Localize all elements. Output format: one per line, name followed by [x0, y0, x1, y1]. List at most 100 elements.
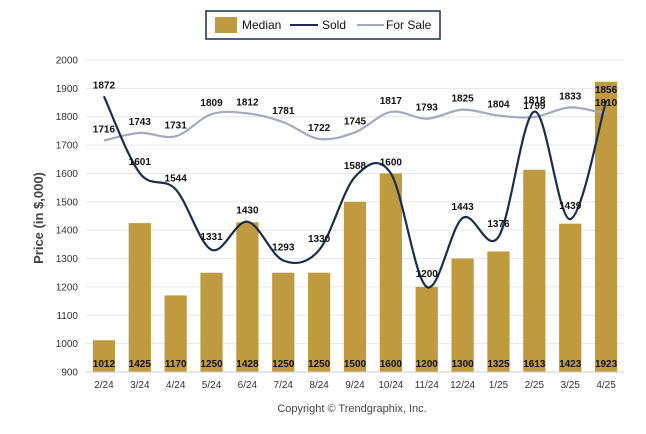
- legend-median-label: Median: [242, 18, 281, 32]
- median-bar: [379, 173, 402, 372]
- sold-value-label: 1856: [595, 85, 618, 96]
- x-tick-label: 3/25: [560, 380, 580, 391]
- x-tick-label: 7/24: [274, 380, 294, 391]
- forsale-value-label: 1793: [416, 103, 439, 114]
- median-value-label: 1250: [308, 359, 331, 370]
- median-value-label: 1425: [129, 359, 152, 370]
- median-value-label: 1325: [487, 359, 510, 370]
- sold-value-label: 1601: [129, 157, 152, 168]
- forsale-line: [103, 106, 607, 142]
- median-value-label: 1923: [595, 359, 618, 370]
- sold-value-label: 1439: [559, 201, 582, 212]
- y-tick-label: 1300: [56, 254, 79, 265]
- x-tick-label: 12/24: [450, 380, 475, 391]
- median-value-label: 1500: [344, 359, 367, 370]
- median-value-label: 1012: [93, 359, 116, 370]
- sold-line: [102, 95, 608, 289]
- y-axis-label: Price (in $,000): [31, 172, 46, 264]
- sold-value-label: 1200: [416, 269, 439, 280]
- median-bar: [343, 201, 367, 372]
- median-bars: [92, 81, 618, 372]
- median-value-label: 1423: [559, 359, 582, 370]
- y-tick-label: 1200: [56, 282, 79, 293]
- x-tick-label: 2/25: [525, 380, 545, 391]
- forsale-value-label: 1722: [308, 123, 331, 134]
- forsale-value-label: 1743: [129, 117, 152, 128]
- forsale-value-label: 1810: [595, 98, 618, 109]
- x-tick-label: 3/24: [130, 380, 150, 391]
- forsale-value-label: 1833: [559, 91, 582, 102]
- median-value-label: 1613: [523, 359, 546, 370]
- y-tick-label: 1500: [56, 197, 79, 208]
- sold-value-label: 1331: [200, 232, 223, 243]
- legend: Median Sold For Sale: [205, 10, 441, 40]
- median-bar: [272, 272, 295, 372]
- median-bar: [559, 223, 582, 372]
- forsale-value-label: 1731: [165, 120, 188, 131]
- forsale-value-label: 1809: [200, 98, 223, 109]
- x-tick-label: 1/25: [489, 380, 509, 391]
- x-tick-label: 2/24: [94, 380, 114, 391]
- median-bar: [308, 272, 331, 372]
- median-value-label: 1428: [236, 359, 259, 370]
- legend-box: [205, 10, 441, 40]
- median-value-label: 1250: [272, 359, 295, 370]
- median-bar: [164, 295, 187, 372]
- median-bar: [128, 223, 151, 372]
- y-tick-label: 1000: [56, 339, 79, 350]
- y-tick-label: 1400: [56, 226, 79, 237]
- forsale-value-label: 1825: [451, 94, 474, 105]
- legend-forsale-label: For Sale: [386, 18, 432, 32]
- y-tick-label: 1800: [56, 112, 79, 123]
- sold-value-label: 1376: [487, 219, 510, 230]
- sold-value-label: 1588: [344, 161, 367, 172]
- median-bar: [200, 272, 223, 372]
- x-tick-label: 9/24: [345, 380, 365, 391]
- sold-value-label: 1443: [451, 202, 474, 213]
- forsale-value-label: 1799: [523, 101, 546, 112]
- sold-value-label: 1600: [380, 157, 403, 168]
- x-tick-label: 4/25: [596, 380, 616, 391]
- y-tick-label: 1700: [56, 141, 79, 152]
- axes: 900 1000 1100 1200 1300 1400 1500 1600 1700 1800 1…: [56, 56, 624, 391]
- y-tick-label: 1600: [56, 169, 79, 180]
- median-bar: [451, 258, 474, 372]
- forsale-value-label: 1781: [272, 106, 295, 117]
- forsale-value-label: 1745: [344, 116, 367, 127]
- sold-value-label: 1872: [93, 80, 116, 91]
- median-bar: [523, 169, 546, 372]
- sold-value-label: 1293: [272, 243, 295, 254]
- y-tick-label: 2000: [56, 56, 79, 67]
- lines: [102, 95, 608, 289]
- median-bar: [92, 340, 116, 372]
- x-tick-label: 11/24: [415, 380, 440, 391]
- median-value-label: 1300: [451, 359, 474, 370]
- median-bar: [415, 286, 438, 372]
- forsale-value-label: 1812: [236, 97, 259, 108]
- median-value-label: 1250: [200, 359, 223, 370]
- median-bar: [487, 251, 510, 372]
- forsale-value-label: 1817: [380, 96, 403, 107]
- median-value-label: 1600: [380, 359, 403, 370]
- median-bar: [594, 81, 618, 372]
- sold-value-label: 1430: [236, 206, 259, 217]
- x-tick-label: 10/24: [378, 380, 403, 391]
- legend-sold-label: Sold: [322, 18, 346, 32]
- copyright-text: Copyright © Trendgraphix, Inc.: [277, 403, 426, 415]
- forsale-value-label: 1716: [93, 125, 116, 136]
- sold-value-label: 1544: [165, 173, 188, 184]
- legend-median-swatch: [215, 17, 237, 33]
- median-bar: [236, 222, 259, 372]
- forsale-value-label: 1804: [487, 100, 510, 111]
- x-tick-label: 8/24: [309, 380, 329, 391]
- x-tick-label: 6/24: [238, 380, 258, 391]
- x-tick-label: 4/24: [166, 380, 186, 391]
- median-value-label: 1200: [416, 359, 439, 370]
- median-value-label: 1170: [165, 359, 187, 370]
- x-tick-label: 5/24: [202, 380, 222, 391]
- sold-value-label: 1330: [308, 234, 331, 245]
- y-tick-label: 900: [61, 368, 78, 379]
- sold-value-label: 1818: [523, 96, 546, 107]
